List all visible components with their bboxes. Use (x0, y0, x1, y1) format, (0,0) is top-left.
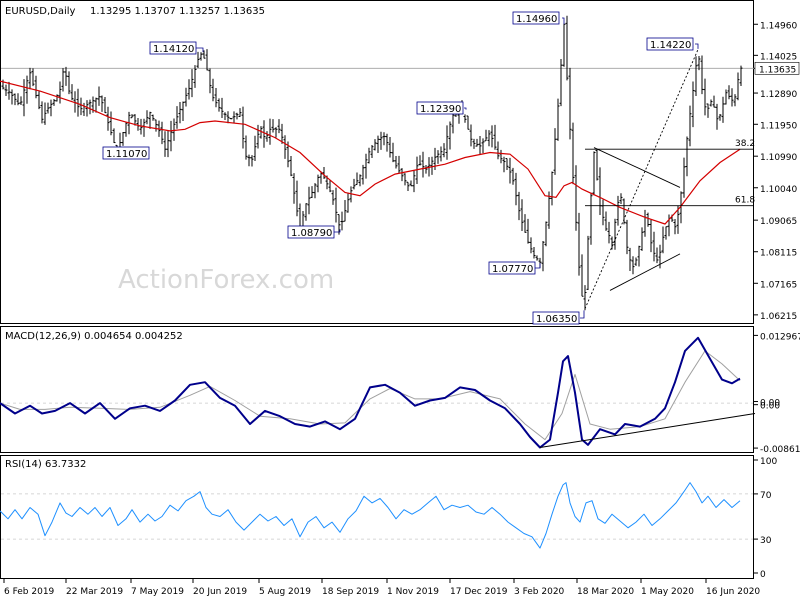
macd-trendline (539, 413, 756, 448)
rsi-tick-label: 0 (760, 570, 766, 580)
price-label-box (416, 101, 464, 115)
rsi-panel-frame (0, 455, 754, 579)
price-tick-label: 1.10040 (760, 185, 797, 195)
annotation-layer: 1.14960 1.14120 1.14220 1.12390 1.11070 1.087… (102, 11, 755, 325)
x-tick-label: 6 Feb 2019 (4, 587, 55, 597)
price-label-leader (334, 229, 341, 233)
header-symbol: EURUSD,Daily (5, 6, 76, 17)
header-ohlc: 1.13295 1.13707 1.13257 1.13635 (90, 6, 265, 17)
price-layer: 1.13635 (1, 15, 800, 311)
price-label: 1.14960 (516, 14, 557, 25)
price-label-box (287, 225, 335, 239)
x-tick-label: 18 Mar 2020 (577, 587, 634, 597)
moving-average-line (0, 80, 741, 225)
price-label-box (512, 11, 560, 25)
watermark: ActionForex.com (118, 265, 334, 295)
price-label-leader (580, 310, 585, 319)
triangle-upper-line (593, 147, 681, 188)
x-tick-label: 7 May 2019 (131, 587, 184, 597)
price-tick-label: 1.09065 (760, 217, 797, 227)
price-label: 1.07770 (492, 264, 533, 275)
price-tick-label: 1.14960 (760, 21, 797, 31)
x-tick-label: 22 Mar 2019 (66, 587, 123, 597)
price-label: 1.11070 (106, 149, 147, 160)
macd-tick-label: 0.00 (760, 402, 780, 412)
price-label: 1.12390 (420, 104, 461, 115)
x-tick-label: 18 Sep 2019 (322, 587, 379, 597)
x-tick-label: 20 Jun 2019 (193, 587, 247, 597)
rsi-layer (0, 482, 753, 549)
macd-tick-label: -0.008616 (760, 445, 800, 455)
price-label-box (102, 146, 150, 160)
price-tick-label: 1.11950 (760, 121, 797, 131)
price-label: 1.14220 (650, 40, 691, 51)
macd-tick-label: 0.012967 (760, 332, 800, 342)
price-label-box (488, 261, 536, 275)
x-tick-label: 16 Jun 2020 (706, 587, 760, 597)
current-price-tag-text: 1.13635 (759, 65, 796, 75)
fibonacci-level-label: 38.2 (735, 139, 755, 149)
rising-trendline (584, 49, 699, 309)
rsi-tick-label: 100 (760, 457, 777, 467)
price-tick-label: 1.10990 (760, 153, 797, 163)
price-label-leader (695, 43, 699, 49)
rsi-tick-label: 70 (760, 491, 772, 501)
x-axis: 6 Feb 2019 22 Mar 2019 7 May 2019 20 Jun 20… (3, 579, 760, 597)
price-label-leader (196, 47, 204, 53)
price-tick-label: 1.08115 (760, 249, 797, 259)
sma-layer (0, 80, 741, 225)
price-tick-label: 1.12890 (760, 90, 797, 100)
x-tick-label: 5 Aug 2019 (259, 587, 311, 597)
price-label-box (532, 311, 580, 325)
price-axis: 1.14960 1.14025 1.12890 1.11950 1.10990 1.100… (754, 21, 797, 322)
price-label-leader (535, 263, 541, 269)
price-tick-label: 1.14025 (760, 52, 797, 62)
x-tick-label: 1 Nov 2019 (387, 587, 439, 597)
rsi-axis: 100 70 30 0 (754, 457, 777, 580)
fibonacci-level-label: 61.8 (735, 196, 755, 206)
price-label-leader (464, 107, 467, 110)
macd-tick-label: 0.00 (760, 399, 780, 409)
price-label: 1.08790 (291, 228, 332, 239)
rsi-tick-label: 30 (760, 536, 772, 546)
macd-panel-frame (0, 326, 754, 453)
rsi-line (0, 482, 741, 549)
macd-layer (0, 336, 756, 449)
macd-title: MACD(12,26,9) 0.004654 0.004252 (5, 331, 183, 342)
x-tick-label: 1 May 2020 (641, 587, 694, 597)
price-tick-label: 1.07165 (760, 280, 797, 290)
x-tick-label: 17 Dec 2019 (450, 587, 508, 597)
price-label-box (646, 37, 694, 51)
current-price-tag (754, 61, 800, 75)
price-panel-frame (0, 0, 754, 324)
x-tick-label: 3 Feb 2020 (514, 587, 565, 597)
rsi-title: RSI(14) 63.7332 (5, 459, 86, 470)
price-label-box (149, 41, 197, 55)
price-tick-label: 1.06215 (760, 312, 797, 322)
triangle-lower-line (609, 253, 681, 291)
price-label: 1.14120 (153, 44, 194, 55)
price-label: 1.06350 (536, 314, 577, 325)
macd-line (0, 336, 741, 449)
price-label-leader (562, 17, 565, 25)
